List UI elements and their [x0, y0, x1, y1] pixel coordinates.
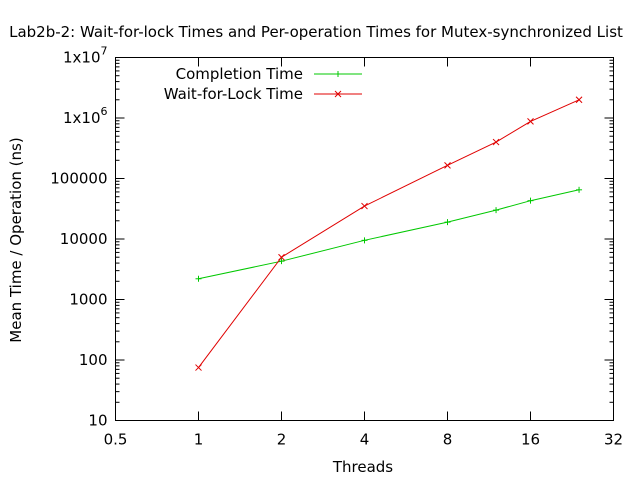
- y-tick-label-base: 10: [88, 412, 107, 430]
- series-line: [198, 99, 580, 368]
- point-marker: [527, 118, 534, 125]
- y-tick-label-base: 1x10: [63, 49, 101, 67]
- legend-label: Wait-for-Lock Time: [164, 85, 303, 103]
- data-point: [444, 219, 451, 226]
- x-axis-label: Threads: [332, 458, 393, 476]
- y-tick-label: 100000: [50, 170, 107, 188]
- series-1: [195, 96, 583, 371]
- x-tick-label: 8: [443, 431, 453, 449]
- chart-title: Lab2b-2: Wait-for-lock Times and Per-ope…: [9, 23, 623, 41]
- data-point: [493, 207, 500, 214]
- point-marker: [195, 364, 202, 371]
- x-tick-label: 1: [194, 431, 204, 449]
- y-tick-label: 10: [88, 412, 107, 430]
- data-point: [444, 161, 451, 169]
- y-tick-label-base: 1000: [69, 291, 107, 309]
- x-tick-label: 0.5: [104, 431, 128, 449]
- y-tick-label: 100: [79, 351, 108, 369]
- data-point: [195, 275, 202, 282]
- y-tick-label-base: 10000: [60, 230, 108, 248]
- x-axis: 0.5 1 2 4 8 16 32: [104, 57, 623, 449]
- y-tick-label: 1000: [69, 291, 107, 309]
- x-tick-label: 2: [277, 431, 287, 449]
- data-point: [527, 118, 534, 125]
- data-point: [527, 197, 534, 204]
- y-tick-label-exponent: 6: [101, 105, 108, 118]
- x-tick-label: 32: [604, 431, 623, 449]
- y-tick-label: 1x106: [63, 105, 108, 127]
- point-marker: [444, 161, 451, 169]
- point-marker: [575, 96, 583, 104]
- legend-label: Completion Time: [176, 65, 303, 83]
- data-point: [575, 96, 583, 104]
- point-marker: [334, 90, 342, 98]
- data-point: [492, 138, 500, 146]
- y-axis-label: Mean Time / Operation (ns): [7, 137, 25, 342]
- y-tick-label-exponent: 7: [101, 45, 108, 58]
- series-0: [195, 186, 583, 282]
- data-point: [576, 186, 583, 193]
- data-point: [278, 253, 285, 261]
- series-line: [198, 189, 580, 280]
- legend-marker: [335, 71, 341, 77]
- data-point: [195, 364, 202, 371]
- y-tick-label: 10000: [60, 230, 108, 248]
- legend: Completion Time Wait-for-Lock Time: [164, 65, 362, 103]
- x-tick-label: 4: [360, 431, 370, 449]
- series-layer: [195, 96, 583, 371]
- legend-marker: [334, 90, 342, 98]
- data-point: [361, 237, 368, 244]
- y-tick-label-base: 100000: [50, 170, 107, 188]
- y-tick-label-base: 100: [79, 351, 108, 369]
- point-marker: [278, 253, 285, 261]
- data-point: [361, 202, 368, 210]
- y-tick-label-base: 1x10: [63, 109, 101, 127]
- y-tick-label: 1x107: [63, 45, 108, 67]
- point-marker: [492, 138, 500, 146]
- data-point: [278, 258, 285, 265]
- x-tick-label: 16: [521, 431, 540, 449]
- point-marker: [361, 202, 368, 210]
